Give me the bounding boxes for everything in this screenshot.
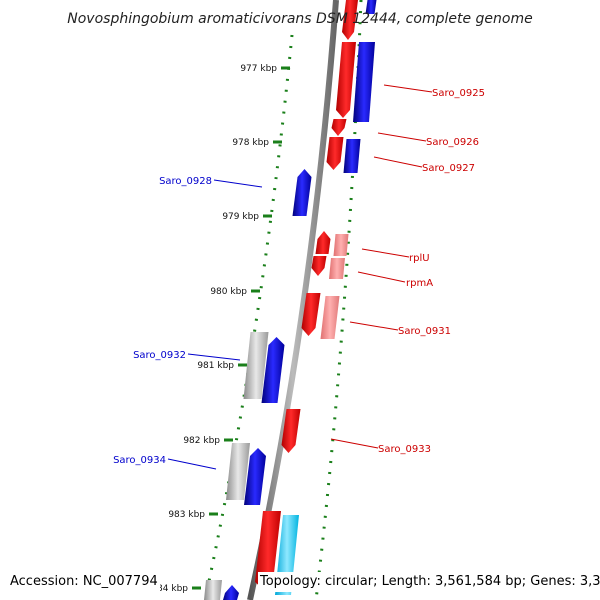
gene-feature[interactable] bbox=[315, 231, 331, 254]
gene-label-saro-0931[interactable]: Saro_0931 bbox=[398, 326, 451, 337]
gene-callout-line bbox=[361, 248, 410, 258]
gene-callout-line bbox=[187, 353, 241, 361]
gene-feature[interactable] bbox=[223, 585, 239, 600]
gene-callout-line bbox=[167, 458, 217, 470]
gene-feature[interactable] bbox=[336, 42, 356, 118]
gene-feature[interactable] bbox=[301, 293, 321, 336]
gene-label-saro-0934[interactable]: Saro_0934 bbox=[113, 455, 166, 466]
gene-callout-line bbox=[357, 271, 406, 283]
gene-callout-line bbox=[349, 321, 399, 331]
gene-feature[interactable] bbox=[320, 296, 340, 339]
map-title: Novosphingobium aromaticivorans DSM 1244… bbox=[67, 11, 532, 27]
gene-callout-line bbox=[373, 156, 423, 168]
accession-label: Accession: NC_007794 bbox=[8, 572, 160, 592]
gene-feature[interactable] bbox=[261, 337, 285, 403]
gene-feature[interactable] bbox=[342, 0, 358, 40]
tick-label: 982 kbp bbox=[183, 436, 220, 446]
gene-label-rpma[interactable]: rpmA bbox=[406, 278, 433, 289]
gene-feature[interactable] bbox=[353, 42, 375, 122]
gene-callout-line bbox=[330, 438, 379, 449]
gene-feature[interactable] bbox=[333, 234, 349, 256]
gene-feature[interactable] bbox=[343, 139, 361, 173]
gene-feature[interactable] bbox=[243, 332, 269, 399]
gene-feature[interactable] bbox=[311, 256, 327, 276]
gene-feature[interactable] bbox=[326, 137, 344, 170]
gene-label-rplu[interactable]: rplU bbox=[409, 253, 430, 264]
gene-feature[interactable] bbox=[329, 258, 345, 279]
gene-label-saro-0925[interactable]: Saro_0925 bbox=[432, 88, 485, 99]
genome-summary: Topology: circular; Length: 3,561,584 bp… bbox=[258, 572, 600, 592]
gene-feature[interactable] bbox=[281, 409, 301, 453]
tick-label: 983 kbp bbox=[168, 510, 205, 520]
gene-callout-line bbox=[383, 84, 433, 93]
gene-label-saro-0926[interactable]: Saro_0926 bbox=[426, 137, 479, 148]
tick-label: 984 kbp bbox=[151, 584, 188, 594]
tick-label: 977 kbp bbox=[240, 64, 277, 74]
tick-label: 978 kbp bbox=[232, 138, 269, 148]
gene-feature[interactable] bbox=[365, 0, 377, 14]
genome-backbone bbox=[247, 0, 339, 600]
gene-callout-line bbox=[213, 179, 263, 188]
gene-feature[interactable] bbox=[331, 119, 347, 136]
gene-feature[interactable] bbox=[244, 448, 266, 505]
tick-label: 979 kbp bbox=[222, 212, 259, 222]
gene-feature[interactable] bbox=[292, 169, 312, 216]
gene-callout-line bbox=[377, 132, 427, 142]
tick-label: 981 kbp bbox=[197, 361, 234, 371]
gene-label-saro-0932[interactable]: Saro_0932 bbox=[133, 350, 186, 361]
gene-label-saro-0933[interactable]: Saro_0933 bbox=[378, 444, 431, 455]
gene-label-saro-0928[interactable]: Saro_0928 bbox=[159, 176, 212, 187]
gene-feature[interactable] bbox=[226, 443, 250, 500]
gene-feature[interactable] bbox=[255, 511, 281, 590]
gene-feature[interactable] bbox=[204, 580, 222, 600]
tick-label: 980 kbp bbox=[210, 287, 247, 297]
gene-label-saro-0927[interactable]: Saro_0927 bbox=[422, 163, 475, 174]
